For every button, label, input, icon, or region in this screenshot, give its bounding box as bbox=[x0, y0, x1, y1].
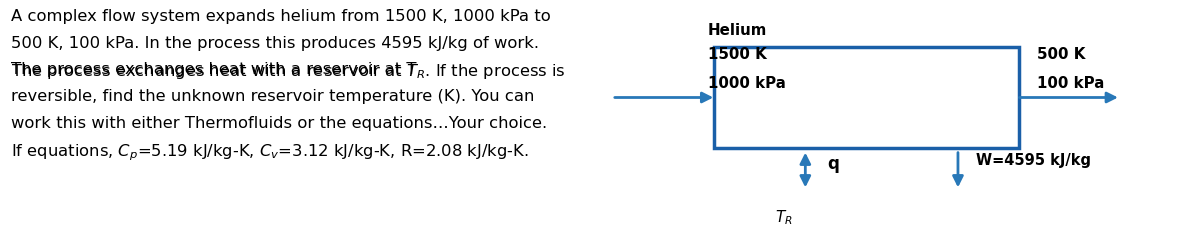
Text: reversible, find the unknown reservoir temperature (K). You can: reversible, find the unknown reservoir t… bbox=[11, 89, 534, 104]
Text: 1000 kPa: 1000 kPa bbox=[708, 76, 786, 91]
Text: q: q bbox=[827, 155, 839, 173]
Text: Helium: Helium bbox=[708, 23, 767, 38]
Text: 500 K: 500 K bbox=[1037, 47, 1085, 62]
Text: 100 kPa: 100 kPa bbox=[1037, 76, 1104, 91]
Text: 500 K, 100 kPa. In the process this produces 4595 kJ/kg of work.: 500 K, 100 kPa. In the process this prod… bbox=[11, 36, 539, 51]
Text: A complex flow system expands helium from 1500 K, 1000 kPa to: A complex flow system expands helium fro… bbox=[11, 9, 551, 24]
Text: work this with either Thermofluids or the equations…Your choice.: work this with either Thermofluids or th… bbox=[11, 116, 547, 131]
Text: The process exchanges heat with a reservoir at $T_R$. If the process is: The process exchanges heat with a reserv… bbox=[11, 62, 565, 81]
Text: 1500 K: 1500 K bbox=[708, 47, 767, 62]
Text: $T_R$: $T_R$ bbox=[775, 209, 793, 228]
Bar bbox=[714, 47, 1019, 148]
Text: The process exchanges heat with a reservoir at T: The process exchanges heat with a reserv… bbox=[11, 62, 416, 77]
Text: If equations, $C_p$=5.19 kJ/kg-K, $C_v$=3.12 kJ/kg-K, R=2.08 kJ/kg-K.: If equations, $C_p$=5.19 kJ/kg-K, $C_v$=… bbox=[11, 142, 528, 163]
Text: W=4595 kJ/kg: W=4595 kJ/kg bbox=[976, 153, 1091, 168]
